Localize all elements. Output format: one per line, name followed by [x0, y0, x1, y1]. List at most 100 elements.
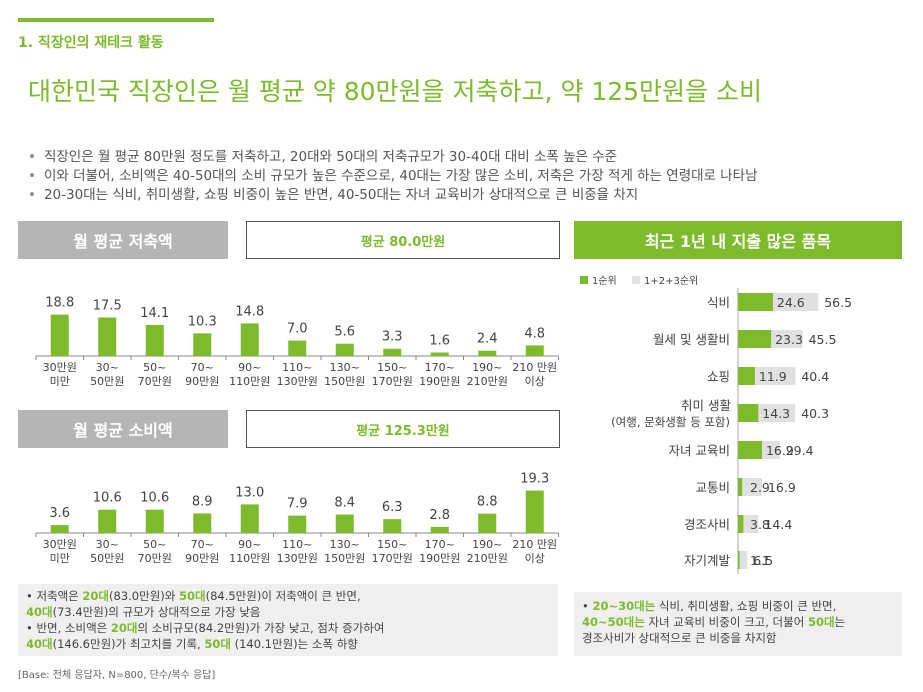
spending-value-label: 7.9	[287, 497, 308, 512]
savings-category-label: 110만원	[229, 375, 270, 388]
items-value-rank1: 1.1	[750, 553, 770, 568]
spending-category-label: 50만원	[90, 552, 124, 565]
base-note: [Base: 전체 응답자, N=800, 단수/복수 응답]	[18, 670, 216, 681]
note-text: (140.1만원)는 소폭 하향	[230, 637, 358, 651]
savings-bar	[145, 324, 164, 356]
items-bar-rank1	[738, 441, 762, 459]
savings-bar	[335, 343, 354, 356]
spending-bar	[193, 513, 212, 533]
note-highlight: 50대	[179, 589, 206, 603]
items-value-total: 40.3	[801, 406, 829, 421]
note-text: • 반면, 소비액은	[26, 621, 111, 635]
savings-bar	[430, 352, 449, 356]
page-headline: 대한민국 직장인은 월 평균 약 80만원을 저축하고, 약 125만원을 소비	[28, 77, 762, 106]
savings-chart: 18.830만원미만17.530~50만원14.150~70만원10.370~9…	[35, 296, 559, 388]
right-note-box: • 20~30대는 식비, 취미생활, 쇼핑 비중이 큰 반면, 40~50대는…	[574, 592, 902, 656]
spending-category-label: 130만원	[277, 552, 318, 565]
savings-category-label: 90~	[238, 361, 261, 374]
legend-swatch-rank1	[580, 276, 588, 284]
note-line: • 저축액은 20대(83.0만원)와 50대(84.5만원)이 저축액이 큰 …	[26, 588, 550, 604]
spending-bar	[288, 515, 307, 533]
savings-category-label: 70~	[191, 361, 214, 374]
savings-category-label: 170만원	[372, 375, 413, 388]
spending-category-label: 90~	[238, 538, 261, 551]
savings-value-label: 1.6	[429, 333, 450, 348]
spending-bar	[430, 526, 449, 533]
note-text: (146.6만원)가 최고치를 기록,	[52, 637, 205, 651]
savings-category-label: 190~	[472, 361, 502, 374]
savings-bar	[478, 350, 497, 356]
items-category-label: 자기계발	[684, 553, 731, 568]
items-value-total: 6.5	[753, 553, 773, 568]
note-line: • 20~30대는 식비, 취미생활, 쇼핑 비중이 큰 반면,	[582, 598, 894, 614]
spending-value-label: 8.4	[334, 496, 355, 511]
savings-category-label: 70만원	[138, 375, 172, 388]
savings-value-label: 3.3	[382, 330, 403, 345]
spending-average-box: 평균 125.3만원	[246, 410, 560, 448]
spending-value-label: 19.3	[520, 472, 549, 487]
note-text: 의 소비규모(84.2만원)가 가장 낮고, 점차 증가하여	[137, 621, 385, 635]
legend-label-rank1: 1순위	[592, 274, 617, 287]
note-highlight: 40대	[26, 637, 53, 651]
note-text: 자녀 교육비 비중이 크고, 더불어	[644, 615, 808, 629]
spending-category-label: 미만	[50, 552, 70, 565]
savings-bar	[193, 333, 212, 356]
spending-value-label: 2.8	[429, 508, 450, 523]
items-bar-rank1	[738, 404, 759, 422]
savings-value-label: 14.1	[140, 306, 169, 321]
items-category-label: 월세 및 생활비	[653, 332, 730, 347]
note-line: 40대(73.4만원)의 규모가 상대적으로 가장 낮음	[26, 604, 550, 620]
savings-category-label: 150만원	[324, 375, 365, 388]
note-highlight: 40대	[26, 605, 53, 619]
spending-bar	[383, 519, 402, 533]
summary-bullet: 직장인은 월 평균 80만원 정도를 저축하고, 20대와 50대의 저축규모가…	[28, 148, 758, 167]
savings-category-label: 110~	[282, 361, 312, 374]
spending-category-label: 90만원	[185, 552, 219, 565]
legend-swatch-rank123	[632, 276, 640, 284]
spending-category-label: 70만원	[138, 552, 172, 565]
note-text: • 저축액은	[26, 589, 83, 603]
savings-bar	[240, 323, 259, 356]
spending-category-label: 130~	[330, 538, 360, 551]
spending-bar	[50, 525, 69, 533]
spending-bar	[478, 513, 497, 533]
spending-value-label: 10.6	[140, 491, 169, 506]
items-value-rank1: 11.9	[759, 369, 787, 384]
items-category-sublabel: (여행, 문화생활 등 포함)	[611, 415, 730, 429]
note-line: 40~50대는 자녀 교육비 비중이 크고, 더불어 50대는	[582, 614, 894, 630]
items-category-label: 쇼핑	[707, 369, 730, 384]
savings-category-label: 130만원	[277, 375, 318, 388]
summary-bullet: 20-30대는 식비, 취미생활, 쇼핑 비중이 높은 반면, 40-50대는 …	[28, 186, 758, 205]
spending-bar	[145, 509, 164, 533]
note-highlight: 20대	[110, 621, 138, 635]
spending-category-label: 170~	[425, 538, 455, 551]
savings-category-label: 30만원	[43, 361, 77, 374]
savings-category-label: 130~	[330, 361, 360, 374]
spending-category-label: 이상	[525, 552, 545, 565]
savings-value-label: 4.8	[524, 326, 545, 341]
spending-bar	[98, 509, 117, 533]
savings-category-label: 미만	[50, 375, 70, 388]
note-text: (73.4만원)의 규모가 상대적으로 가장 낮음	[52, 605, 261, 619]
items-value-rank1: 24.6	[777, 295, 805, 310]
note-text: •	[582, 599, 593, 613]
items-chart: 1순위 1+2+3순위 24.6 56.5 식비 23.3 45.5 월세 및 생활비 11.9…	[580, 274, 852, 574]
note-text: 경조사비가 상대적으로 큰 비중을 차지함	[582, 631, 777, 645]
savings-category-label: 30~	[96, 361, 119, 374]
spending-value-label: 10.6	[93, 491, 122, 506]
items-value-rank1: 3.8	[750, 517, 770, 532]
savings-category-label: 150~	[377, 361, 407, 374]
items-bar-total	[738, 551, 748, 569]
savings-value-label: 17.5	[93, 299, 122, 314]
spending-bar	[335, 514, 354, 533]
summary-bullets: 직장인은 월 평균 80만원 정도를 저축하고, 20대와 50대의 저축규모가…	[28, 148, 758, 205]
items-value-rank1: 14.3	[762, 406, 790, 421]
items-value-rank1: 16.9	[766, 443, 794, 458]
spending-category-label: 30만원	[43, 538, 77, 551]
items-bar-rank1	[738, 330, 772, 348]
savings-value-label: 7.0	[287, 322, 308, 337]
savings-bar	[50, 314, 69, 356]
savings-panel-title: 월 평균 저축액	[18, 221, 228, 259]
spending-category-label: 50~	[143, 538, 166, 551]
